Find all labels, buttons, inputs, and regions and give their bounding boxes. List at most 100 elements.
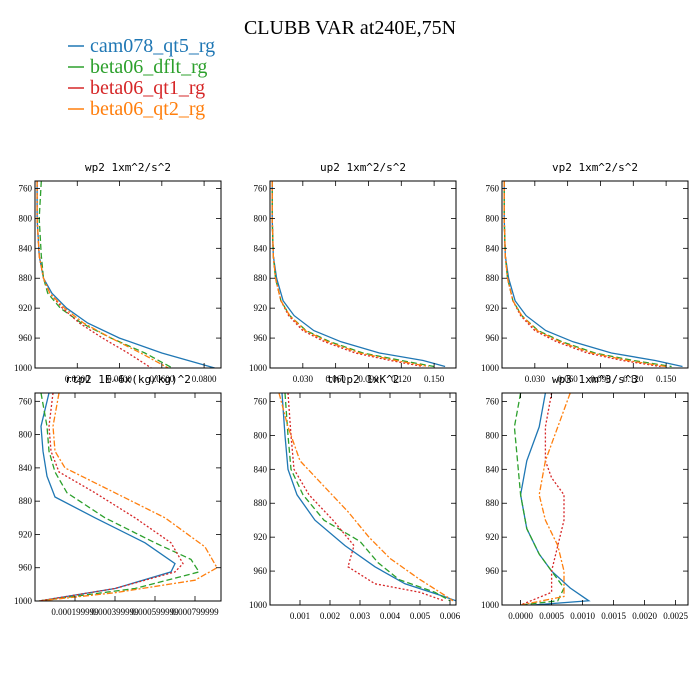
x-tick-label: 0.090 (358, 374, 379, 384)
panel-title: rtp2 1E-6x(kg/kg)^2 (65, 373, 191, 386)
y-tick-label: 760 (486, 183, 500, 193)
y-tick-label: 840 (486, 464, 500, 474)
series-line-cam078_qt5_rg (503, 181, 683, 368)
y-tick-label: 920 (19, 303, 33, 313)
y-tick-label: 920 (254, 303, 268, 313)
panels: wp2 1xm^2/s^2 760 800 840 880 920 960 1000 0.020… (14, 161, 689, 621)
legend: cam078_qt5_rgbeta06_dflt_rgbeta06_qt1_rg… (68, 35, 215, 120)
y-tick-label: 1000 (481, 600, 500, 610)
series-line-beta06_qt1_rg (38, 393, 184, 601)
panel-4: rtp2 1E-6x(kg/kg)^2 760 800 840 880 920 960 100… (14, 373, 222, 617)
x-tick-label: 0.0010 (570, 611, 595, 621)
series-line-beta06_dflt_rg (284, 393, 451, 602)
series-line-cam078_qt5_rg (281, 393, 456, 602)
x-tick-label: 0.030 (525, 374, 546, 384)
y-tick-label: 880 (254, 273, 268, 283)
x-tick-label: 0.0015 (601, 611, 626, 621)
x-tick-label: 0.150 (656, 374, 677, 384)
plot-frame (269, 392, 457, 606)
x-tick-label: 0.030 (293, 374, 314, 384)
panel-6: wp3 1xm^3/s^3 760 800 840 880 920 960 1000 0.000… (481, 373, 689, 621)
y-tick-label: 880 (254, 498, 268, 508)
series-line-cam078_qt5_rg (271, 181, 446, 368)
x-tick-label: 0.004 (380, 611, 401, 621)
y-tick-label: 880 (486, 273, 500, 283)
y-tick-label: 800 (254, 430, 268, 440)
series-line-beta06_qt1_rg (271, 181, 424, 368)
x-tick-label: 0.000799999 (171, 607, 219, 617)
x-tick-label: 0.0200 (65, 374, 90, 384)
y-tick-label: 960 (486, 566, 500, 576)
legend-label-beta06_qt2_rg: beta06_qt2_rg (90, 98, 205, 120)
panel-5: thlp2 1xK^2 760 800 840 880 920 960 1000 0.001 0.… (249, 373, 461, 621)
y-tick-label: 760 (486, 396, 500, 406)
legend-label-cam078_qt5_rg: cam078_qt5_rg (90, 35, 215, 57)
y-tick-label: 840 (19, 463, 33, 473)
y-tick-label: 800 (19, 213, 33, 223)
x-tick-label: 0.0025 (663, 611, 688, 621)
x-tick-label: 0.060 (326, 374, 347, 384)
plot-frame (269, 180, 457, 369)
y-tick-label: 960 (486, 333, 500, 343)
y-tick-label: 1000 (14, 363, 33, 373)
y-tick-label: 760 (254, 183, 268, 193)
y-tick-label: 840 (19, 243, 33, 253)
series-line-beta06_qt2_rg (271, 181, 429, 368)
panel-title: vp2 1xm^2/s^2 (552, 161, 638, 174)
panel-title: up2 1xm^2/s^2 (320, 161, 406, 174)
x-tick-label: 0.000399999 (91, 607, 139, 617)
series-line-beta06_dflt_rg (38, 393, 201, 601)
y-tick-label: 800 (254, 213, 268, 223)
x-tick-label: 0.003 (350, 611, 371, 621)
figure-title: CLUBB VAR at240E,75N (244, 17, 456, 39)
x-tick-label: 0.0400 (107, 374, 132, 384)
series-line-beta06_qt2_rg (278, 393, 454, 602)
series-line-beta06_qt1_rg (503, 181, 661, 368)
series-line-beta06_qt2_rg (38, 393, 218, 601)
series-line-cam078_qt5_rg (38, 393, 176, 601)
y-tick-label: 960 (254, 333, 268, 343)
x-tick-label: 0.0005 (539, 611, 564, 621)
y-tick-label: 840 (254, 464, 268, 474)
y-tick-label: 880 (486, 498, 500, 508)
x-tick-label: 0.060 (558, 374, 579, 384)
x-tick-label: 0.0000 (508, 611, 533, 621)
y-tick-label: 920 (254, 532, 268, 542)
y-tick-label: 960 (19, 333, 33, 343)
x-tick-label: 0.120 (623, 374, 644, 384)
x-tick-label: 0.000599999 (131, 607, 179, 617)
y-tick-label: 960 (254, 566, 268, 576)
x-tick-label: 0.090 (590, 374, 611, 384)
y-tick-label: 760 (19, 396, 33, 406)
series-line-beta06_dflt_rg (503, 181, 672, 368)
series-line-beta06_dflt_rg (38, 181, 173, 368)
y-tick-label: 760 (254, 396, 268, 406)
x-tick-label: 0.0020 (632, 611, 657, 621)
series-line-beta06_dflt_rg (271, 181, 435, 368)
y-tick-label: 880 (19, 496, 33, 506)
panel-title: wp2 1xm^2/s^2 (85, 161, 171, 174)
series-line-cam078_qt5_rg (36, 181, 215, 368)
series-line-cam078_qt5_rg (519, 393, 591, 605)
y-tick-label: 1000 (249, 363, 268, 373)
x-tick-label: 0.150 (424, 374, 445, 384)
y-tick-label: 880 (19, 273, 33, 283)
x-tick-label: 0.0800 (192, 374, 217, 384)
y-tick-label: 840 (486, 243, 500, 253)
legend-label-beta06_qt1_rg: beta06_qt1_rg (90, 77, 205, 99)
panel-title: thlp2 1xK^2 (327, 373, 400, 386)
y-tick-label: 800 (19, 430, 33, 440)
x-tick-label: 0.000199999 (51, 607, 99, 617)
legend-label-beta06_dflt_rg: beta06_dflt_rg (90, 56, 207, 78)
y-tick-label: 1000 (249, 600, 268, 610)
y-tick-label: 800 (486, 430, 500, 440)
y-tick-label: 920 (486, 532, 500, 542)
y-tick-label: 840 (254, 243, 268, 253)
x-tick-label: 0.0600 (149, 374, 174, 384)
x-tick-label: 0.002 (320, 611, 340, 621)
plot-frame (501, 392, 689, 606)
plot-frame (34, 180, 222, 369)
plot-frame (501, 180, 689, 369)
series-line-beta06_qt1_rg (36, 181, 152, 368)
